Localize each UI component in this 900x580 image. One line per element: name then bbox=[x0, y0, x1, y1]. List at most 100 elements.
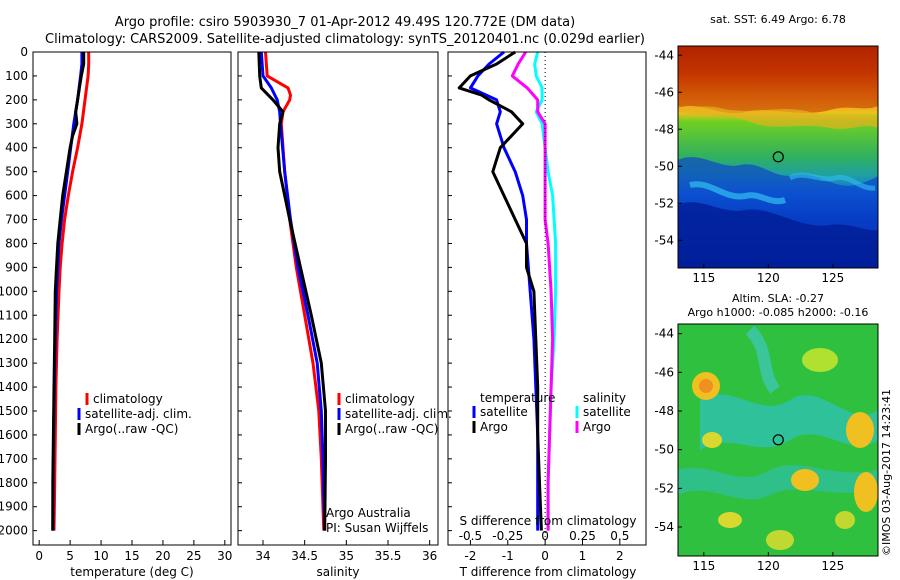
x-tick-label: 15 bbox=[124, 549, 139, 563]
legend-label-satellite-adj: satellite-adj. clim. bbox=[345, 407, 452, 421]
lat-tick-label: -54 bbox=[654, 233, 674, 247]
x-tick-label: 35 bbox=[339, 549, 354, 563]
s-tick-label: 0.5 bbox=[610, 529, 629, 543]
lat-tick-label: -44 bbox=[654, 327, 674, 341]
sla-high-blob bbox=[835, 511, 855, 529]
depth-tick-label: 400 bbox=[5, 141, 28, 155]
x-tick-label: 36 bbox=[422, 549, 437, 563]
lat-tick-label: -50 bbox=[654, 443, 674, 457]
temperature-legend: climatology satellite-adj. clim. Argo(..… bbox=[77, 392, 192, 436]
legend-label-t-satellite: satellite bbox=[480, 405, 528, 419]
depth-tick-label: 600 bbox=[5, 189, 28, 203]
depth-y-ticks: 0 100 200 300 400 500 600 700 800 900 1000 1100 1200… bbox=[0, 45, 452, 538]
x-tick-label: 0 bbox=[541, 549, 549, 563]
s-difference-label: S difference from climatology bbox=[460, 514, 637, 528]
lat-tick-label: -44 bbox=[654, 48, 674, 62]
t-difference-label: T difference from climatology bbox=[459, 565, 637, 579]
legend-label-s-argo: Argo bbox=[583, 420, 611, 434]
lon-tick-label: 115 bbox=[692, 271, 715, 285]
series-line-climatology bbox=[52, 52, 91, 531]
sla-low-band bbox=[745, 325, 781, 394]
depth-tick-label: 1900 bbox=[0, 500, 28, 514]
x-tick-label: 35.5 bbox=[375, 549, 402, 563]
x-tick-label: 2 bbox=[616, 549, 624, 563]
sst-map-title: sat. SST: 6.49 Argo: 6.78 bbox=[710, 13, 846, 26]
legend-label-t-argo: Argo bbox=[480, 420, 508, 434]
sst-coldest-region bbox=[678, 202, 878, 268]
sla-high-blob bbox=[702, 432, 722, 448]
depth-tick-label: 800 bbox=[5, 236, 28, 250]
depth-tick-label: 0 bbox=[20, 45, 28, 59]
sla-high-blob bbox=[791, 469, 819, 491]
lat-tick-label: -50 bbox=[654, 159, 674, 173]
lon-tick-label: 125 bbox=[821, 559, 844, 573]
s-tick-label: 0 bbox=[541, 529, 549, 543]
x-tick-label: 1 bbox=[579, 549, 587, 563]
x-tick-label: -2 bbox=[464, 549, 476, 563]
salinity-axes-frame bbox=[237, 51, 439, 546]
lon-tick-label: 125 bbox=[821, 271, 844, 285]
s-tick-label: 0.25 bbox=[569, 529, 596, 543]
salinity-x-ticks: 34 34.5 35 35.5 36 bbox=[255, 540, 437, 563]
sst-map-frame bbox=[677, 45, 879, 269]
sla-map-ticks: 115 120 125 -44 -46 -48 -50 -52 -54 bbox=[654, 327, 844, 573]
lat-tick-label: -52 bbox=[654, 481, 674, 495]
t-difference-ticks: -2 -1 0 1 2 bbox=[464, 540, 624, 563]
depth-tick-label: 300 bbox=[5, 117, 28, 131]
depth-tick-label: 700 bbox=[5, 213, 28, 227]
sst-warm-region bbox=[678, 46, 878, 114]
sla-high-blob bbox=[766, 530, 794, 550]
sst-eddy-filament bbox=[788, 172, 876, 191]
legend-temperature-title: temperature bbox=[480, 391, 555, 405]
series-line-argo-raw-qc- bbox=[51, 52, 86, 531]
sst-front-band bbox=[678, 106, 878, 129]
sla-high-core bbox=[699, 379, 713, 393]
x-tick-label: 5 bbox=[66, 549, 74, 563]
x-tick-label: 25 bbox=[186, 549, 201, 563]
temperature-axes-frame bbox=[32, 51, 232, 546]
header-line1: Argo profile: csiro 5903930_7 01-Apr-201… bbox=[115, 15, 575, 30]
imos-stamp: ©IMOS 03-Aug-2017 14:23:41 bbox=[880, 389, 893, 556]
series-line-argo-raw-qc- bbox=[257, 51, 327, 531]
legend-label-climatology: climatology bbox=[345, 392, 415, 406]
temperature-xlabel: temperature (deg C) bbox=[70, 565, 193, 579]
s-tick-label: -0.5 bbox=[459, 529, 482, 543]
legend-label-argo: Argo(..raw -QC) bbox=[345, 422, 438, 436]
difference-lines bbox=[457, 50, 558, 531]
x-tick-label: 34.5 bbox=[291, 549, 318, 563]
s-tick-label: -0.25 bbox=[492, 529, 523, 543]
legend-label-s-satellite: satellite bbox=[583, 405, 631, 419]
difference-axes-frame bbox=[447, 51, 647, 546]
lat-tick-label: -48 bbox=[654, 122, 674, 136]
depth-tick-label: 1400 bbox=[0, 380, 28, 394]
argo-australia-label: Argo Australia bbox=[326, 506, 411, 520]
lon-tick-label: 120 bbox=[757, 271, 780, 285]
legend-salinity-title: salinity bbox=[583, 391, 626, 405]
depth-tick-label: 1300 bbox=[0, 356, 28, 370]
s-difference-ticks: -0.5 -0.25 0 0.25 0.5 bbox=[459, 529, 630, 543]
lat-tick-label: -48 bbox=[654, 404, 674, 418]
sla-high-blob bbox=[854, 472, 878, 512]
sst-map: sat. SST: 6.49 Argo: 6.78 115 120 125 -44 -4… bbox=[654, 13, 879, 285]
lon-tick-label: 120 bbox=[757, 559, 780, 573]
x-tick-label: 0 bbox=[35, 549, 43, 563]
series-line-argo bbox=[510, 51, 555, 531]
depth-tick-label: 200 bbox=[5, 93, 28, 107]
depth-tick-label: 1700 bbox=[0, 452, 28, 466]
salinity-legend: climatology satellite-adj. clim. Argo(..… bbox=[337, 392, 452, 436]
depth-tick-label: 1500 bbox=[0, 404, 28, 418]
lat-tick-label: -52 bbox=[654, 196, 674, 210]
difference-legend: temperature satellite Argo salinity sate… bbox=[472, 391, 631, 434]
depth-tick-label: 1000 bbox=[0, 284, 28, 298]
series-line-argo bbox=[457, 50, 543, 531]
lon-tick-label: 115 bbox=[692, 559, 715, 573]
series-line-satellite bbox=[468, 50, 540, 531]
series-line-satellite-adj-clim- bbox=[259, 51, 327, 531]
sst-eddy-filament bbox=[689, 181, 786, 205]
depth-tick-label: 1600 bbox=[0, 428, 28, 442]
float-position-marker bbox=[772, 434, 784, 446]
x-tick-label: 34 bbox=[255, 549, 270, 563]
pi-label: PI: Susan Wijffels bbox=[326, 521, 428, 535]
salinity-panel: 34 34.5 35 35.5 36 salinity climatology sate… bbox=[237, 51, 452, 579]
depth-tick-label: 500 bbox=[5, 165, 28, 179]
